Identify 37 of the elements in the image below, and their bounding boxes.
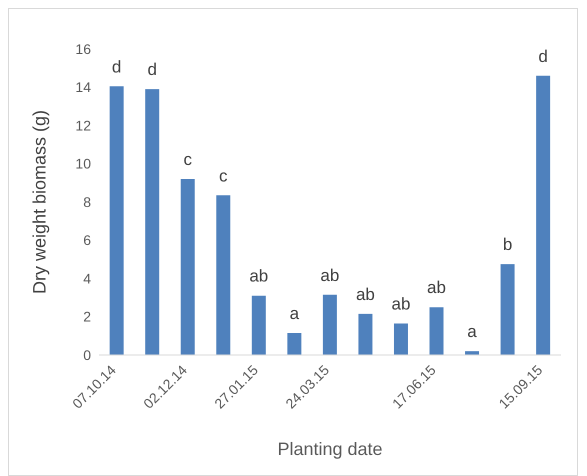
y-tick-label: 12: [75, 117, 92, 134]
bar: [322, 294, 337, 355]
data-label: a: [290, 304, 300, 324]
y-tick-label: 10: [75, 156, 92, 172]
data-label: ab: [249, 266, 268, 286]
data-label: ab: [392, 294, 410, 314]
data-label: ab: [320, 266, 340, 285]
bar: [145, 89, 160, 355]
data-label: d: [112, 57, 122, 76]
y-tick-label: 8: [83, 194, 92, 210]
y-tick-label: 4: [83, 270, 92, 286]
y-tick-label: 2: [83, 308, 92, 325]
bar: [287, 333, 302, 355]
y-tick-label: 16: [75, 40, 92, 57]
data-label: c: [183, 150, 192, 170]
data-label: ab: [356, 284, 375, 304]
bar: [500, 264, 515, 355]
y-tick-label: 14: [75, 79, 92, 96]
bar: [216, 195, 230, 355]
bar: [110, 86, 124, 355]
bar: [358, 314, 372, 355]
bar: [465, 351, 480, 355]
data-label: c: [219, 166, 228, 186]
bar: [394, 323, 408, 355]
bar: [252, 296, 266, 355]
bar: [430, 307, 444, 355]
y-axis-title: Dry weight biomass (g): [29, 110, 50, 294]
data-label: ab: [427, 278, 446, 298]
data-label: b: [502, 235, 512, 254]
x-axis-title: Planting date: [277, 439, 383, 459]
bar: [536, 76, 550, 355]
data-label: d: [147, 60, 157, 80]
bar: [180, 179, 195, 355]
y-tick-label: 0: [83, 346, 92, 363]
data-label: d: [538, 46, 548, 66]
data-label: a: [467, 322, 478, 342]
y-tick-label: 6: [83, 232, 92, 248]
